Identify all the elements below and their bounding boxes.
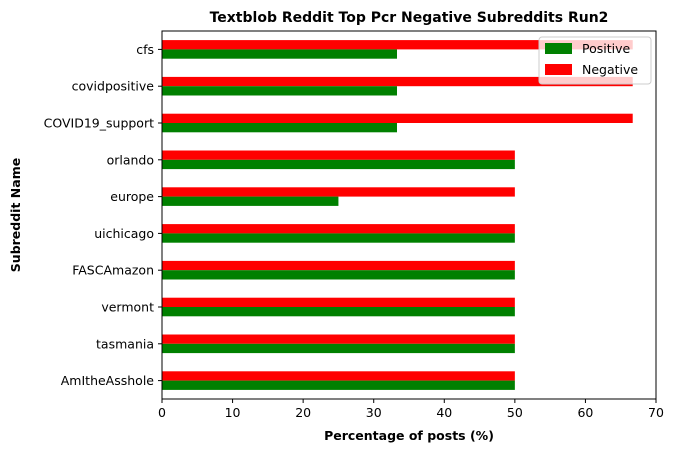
y-tick-label: europe bbox=[110, 189, 154, 204]
x-tick-label: 50 bbox=[507, 405, 523, 420]
plot-frame bbox=[161, 30, 657, 400]
y-tick-label: COVID19_support bbox=[44, 116, 154, 131]
legend-label-negative: Negative bbox=[582, 62, 638, 77]
bar-positive-tasmania bbox=[162, 343, 515, 354]
bar-positive-covid19_support bbox=[162, 123, 398, 133]
y-tick-label: tasmania bbox=[96, 336, 154, 351]
bar-negative-fascamazon bbox=[162, 260, 515, 271]
bar-negative-orlando bbox=[162, 150, 515, 160]
legend-swatch-negative bbox=[545, 64, 572, 75]
chart-title: Textblob Reddit Top Pcr Negative Subredd… bbox=[210, 10, 609, 26]
x-tick-label: 70 bbox=[648, 405, 664, 420]
bar-positive-uichicago bbox=[162, 233, 515, 243]
y-tick-label: uichicago bbox=[94, 226, 154, 241]
x-axis-ticks: 0 10 20 30 40 50 60 70 bbox=[158, 399, 664, 420]
y-tick-label: vermont bbox=[101, 300, 154, 315]
legend: Positive Negative bbox=[538, 36, 652, 85]
bar-positive-cfs bbox=[162, 49, 398, 59]
bar-positive-amitheasshole bbox=[162, 380, 515, 390]
x-tick-label: 60 bbox=[577, 405, 593, 420]
y-axis-title: Subreddit Name bbox=[8, 158, 23, 272]
x-tick-label: 40 bbox=[436, 405, 452, 420]
bar-negative-europe bbox=[162, 187, 515, 197]
x-tick-label: 0 bbox=[158, 405, 166, 420]
bar-negative-vermont bbox=[162, 297, 515, 307]
bar-negative-uichicago bbox=[162, 224, 515, 234]
bar-negative-cfs bbox=[162, 40, 633, 50]
x-axis-title: Percentage of posts (%) bbox=[324, 428, 494, 443]
bar-negative-tasmania bbox=[162, 334, 515, 344]
x-tick-label: 30 bbox=[366, 405, 382, 420]
bar-negative-covidpositive bbox=[162, 76, 633, 87]
y-tick-label: FASCAmazon bbox=[72, 263, 154, 278]
bars-layer bbox=[162, 40, 633, 390]
y-tick-label: AmItheAsshole bbox=[61, 373, 155, 388]
legend-swatch-positive bbox=[545, 43, 572, 54]
bar-negative-amitheasshole bbox=[162, 371, 515, 381]
bar-positive-orlando bbox=[162, 159, 515, 170]
y-tick-label: orlando bbox=[107, 152, 154, 167]
bar-positive-vermont bbox=[162, 307, 515, 317]
bar-negative-covid19_support bbox=[162, 113, 633, 123]
y-tick-label: cfs bbox=[136, 42, 154, 57]
x-tick-label: 10 bbox=[225, 405, 241, 420]
bar-positive-fascamazon bbox=[162, 270, 515, 280]
x-tick-label: 20 bbox=[295, 405, 311, 420]
legend-label-positive: Positive bbox=[582, 41, 630, 56]
bar-positive-covidpositive bbox=[162, 86, 398, 96]
bar-positive-europe bbox=[162, 196, 339, 206]
y-tick-label: covidpositive bbox=[72, 79, 155, 94]
